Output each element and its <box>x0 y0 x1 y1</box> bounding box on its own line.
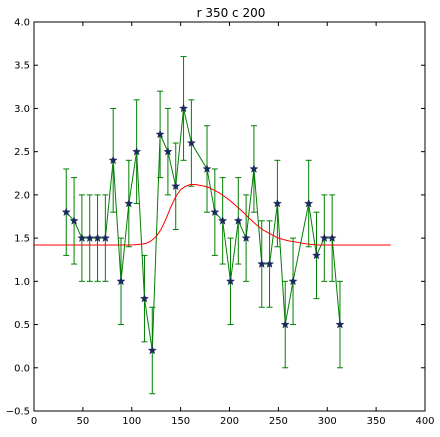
data-point-star <box>93 233 103 242</box>
data-point-star <box>241 233 251 242</box>
data-point-star <box>225 276 235 286</box>
data-point-star <box>327 233 337 242</box>
y-tick-label: 3.0 <box>14 104 30 115</box>
data-point-star <box>186 138 196 147</box>
data-point-star <box>100 233 110 242</box>
y-tick-label: 2.5 <box>14 147 30 158</box>
data-point-star <box>280 319 290 329</box>
data-point-star <box>249 164 259 173</box>
data-point-star <box>210 207 220 217</box>
y-tick-label: 1.0 <box>14 277 30 288</box>
chart-title: r 350 c 200 <box>197 6 266 20</box>
y-tick-label: 2.0 <box>14 190 30 201</box>
y-tick-label: 4.0 <box>14 18 30 29</box>
data-point-star <box>132 146 142 156</box>
data-point-star <box>139 293 149 303</box>
y-tick-label: 0.0 <box>14 363 30 374</box>
data-point-star <box>265 259 275 268</box>
data-point-star <box>116 276 126 286</box>
data-point-star <box>61 207 71 217</box>
data-point-star <box>233 216 243 225</box>
x-tick-label: 0 <box>31 416 37 427</box>
fit-curve <box>34 184 391 246</box>
data-point-star <box>218 216 228 225</box>
x-tick-label: 50 <box>77 416 90 427</box>
data-series-line <box>65 108 341 351</box>
data-point-star <box>85 233 95 242</box>
data-point-star <box>77 233 87 242</box>
data-point-star <box>272 198 282 208</box>
y-tick-label: 1.5 <box>14 234 30 245</box>
data-point-star <box>124 198 134 208</box>
x-tick-label: 200 <box>220 416 239 427</box>
data-point-star <box>319 233 329 242</box>
data-point-star <box>288 276 298 286</box>
x-tick-label: 400 <box>415 416 434 427</box>
y-tick-label: 3.5 <box>14 61 30 72</box>
data-point-star <box>155 129 165 139</box>
data-point-star <box>311 250 322 260</box>
x-tick-label: 350 <box>367 416 386 427</box>
data-point-star <box>163 146 173 156</box>
data-point-star <box>179 103 189 113</box>
x-tick-label: 300 <box>318 416 337 427</box>
data-point-star <box>147 345 157 355</box>
y-tick-label: 0.5 <box>14 320 30 331</box>
x-tick-label: 150 <box>171 416 190 427</box>
data-point-star <box>335 319 345 329</box>
x-tick-label: 100 <box>122 416 141 427</box>
y-tick-label: −0.5 <box>6 407 30 418</box>
x-tick-label: 250 <box>269 416 288 427</box>
data-point-star <box>257 259 267 268</box>
data-point-star <box>69 216 79 225</box>
plot-frame <box>33 21 426 412</box>
data-point-star <box>108 155 118 165</box>
data-point-star <box>171 181 181 191</box>
data-point-star <box>202 164 212 173</box>
data-point-star <box>304 198 314 208</box>
